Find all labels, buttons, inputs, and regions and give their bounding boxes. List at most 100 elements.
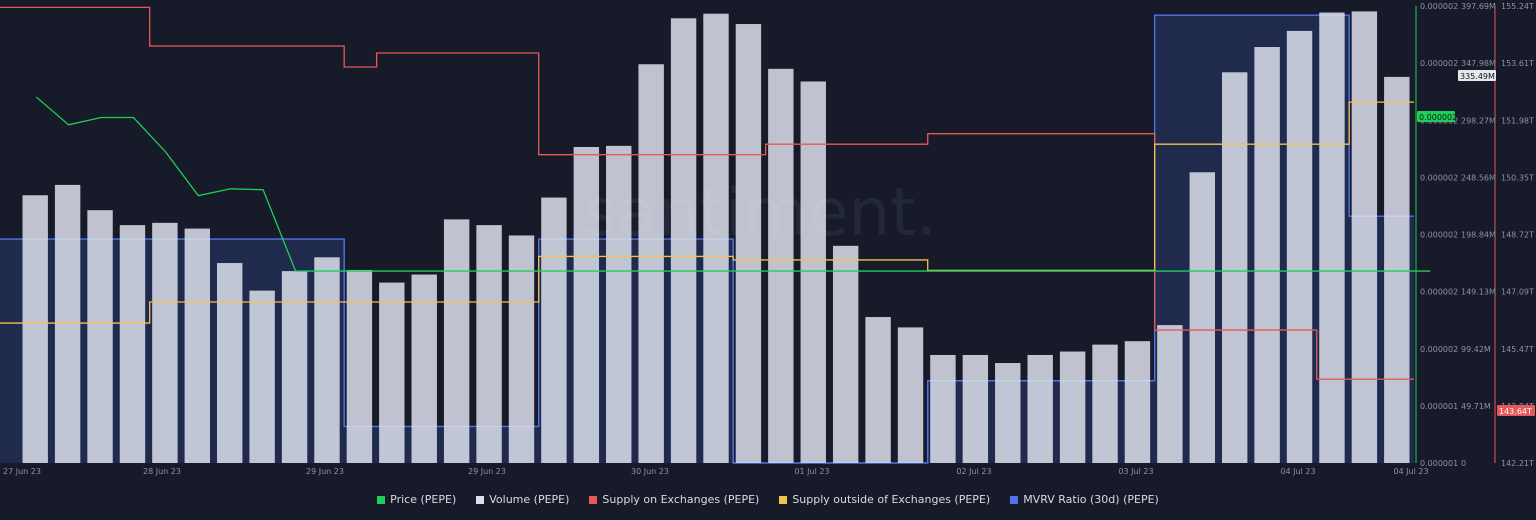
price-tick-label: 0.000002 [1420, 59, 1458, 68]
volume-bar [1027, 354, 1053, 463]
volume-tick-label: 198.84M [1461, 231, 1496, 240]
volume-bar [443, 219, 470, 463]
price-line [35, 96, 1431, 272]
volume-tick-label: 347.98M [1461, 59, 1496, 68]
legend-label-supply-outside-exchanges: Supply outside of Exchanges (PEPE) [792, 493, 991, 506]
x-tick-label: 29 Jun 23 [468, 467, 506, 476]
legend-swatch-mvrv [1010, 495, 1019, 504]
supply-tick-label: 142.21T [1501, 459, 1534, 468]
price-tick-label: 0.000002 [1420, 345, 1458, 354]
volume-bar [800, 81, 826, 464]
volume-bar [1092, 344, 1118, 463]
legend-item-supply-outside-exchanges[interactable]: Supply outside of Exchanges (PEPE) [779, 493, 990, 506]
volume-bar [119, 225, 146, 463]
volume-bar [22, 195, 48, 463]
volume-bar [606, 145, 632, 464]
supply-tick-label: 150.35T [1501, 173, 1534, 182]
supply-outside-exchanges-line [0, 101, 1414, 324]
volume-bar [1059, 351, 1086, 463]
volume-tick-label: 0 [1461, 459, 1466, 468]
supply-tick-label: 153.61T [1501, 59, 1534, 68]
volume-bar [1254, 47, 1280, 464]
volume-bar [962, 354, 989, 463]
volume-bar [314, 257, 340, 463]
volume-bar [541, 197, 567, 463]
volume-bar [832, 245, 859, 463]
volume-bar [1286, 30, 1313, 463]
supply-tick-label: 148.72T [1501, 231, 1534, 240]
chart-svg: santiment.0.000002397.69M155.24T0.000002… [0, 2, 1535, 476]
volume-tick-label: 248.56M [1461, 173, 1496, 182]
x-tick-label: 28 Jun 23 [143, 467, 181, 476]
supply-tick-label: 151.98T [1501, 116, 1534, 125]
supply-current-badge: 143.64T [1499, 407, 1532, 416]
volume-bar [184, 228, 211, 463]
volume-bar [346, 269, 373, 463]
price-tick-label: 0.000001 [1420, 459, 1458, 468]
volume-tick-label: 149.13M [1461, 288, 1496, 297]
price-tick-label: 0.000002 [1420, 231, 1458, 240]
volume-bar [217, 263, 243, 463]
price-current-badge: 0.000002 [1419, 113, 1457, 122]
price-tick-label: 0.000002 [1420, 173, 1458, 182]
volume-bar [1221, 72, 1248, 463]
x-tick-label: 29 Jun 23 [306, 467, 344, 476]
legend-label-volume: Volume (PEPE) [489, 493, 570, 506]
legend-label-price: Price (PEPE) [390, 493, 457, 506]
legend-label-mvrv: MVRV Ratio (30d) (PEPE) [1023, 493, 1159, 506]
volume-bar [1124, 341, 1151, 463]
price-current-badge-bg [1417, 111, 1455, 122]
price-tick-label: 0.000002 [1420, 288, 1458, 297]
volume-bar [1384, 76, 1410, 464]
supply-tick-label: 145.47T [1501, 345, 1534, 354]
supply-tick-label: 147.09T [1501, 288, 1534, 297]
volume-bar [476, 225, 502, 463]
volume-current-badge-bg [1458, 70, 1496, 81]
volume-bar [411, 274, 437, 463]
volume-bar [703, 13, 729, 464]
price-tick-label: 0.000002 [1420, 2, 1458, 11]
volume-bar [897, 327, 924, 463]
volume-bar [930, 354, 956, 463]
volume-bar [281, 271, 308, 463]
legend-item-mvrv[interactable]: MVRV Ratio (30d) (PEPE) [1010, 493, 1159, 506]
volume-tick-label: 397.69M [1461, 2, 1496, 11]
x-tick-label: 27 Jun 23 [3, 467, 41, 476]
legend-item-price[interactable]: Price (PEPE) [377, 493, 456, 506]
legend-label-supply-on-exchanges: Supply on Exchanges (PEPE) [602, 493, 760, 506]
volume-current-badge: 335.49M [1460, 72, 1495, 81]
mvrv-line [0, 14, 1414, 464]
legend-item-supply-on-exchanges[interactable]: Supply on Exchanges (PEPE) [589, 493, 759, 506]
x-tick-label: 30 Jun 23 [631, 467, 669, 476]
volume-bar [1189, 172, 1215, 463]
legend-swatch-supply-outside-exchanges [779, 495, 788, 504]
legend-swatch-volume [476, 495, 485, 504]
volume-bar [768, 68, 794, 464]
volume-bar [379, 282, 405, 463]
legend-item-volume[interactable]: Volume (PEPE) [476, 493, 569, 506]
x-tick-label: 03 Jul 23 [1118, 467, 1153, 476]
volume-tick-label: 99.42M [1461, 345, 1491, 354]
volume-bar [573, 146, 600, 463]
price-tick-label: 0.000001 [1420, 402, 1458, 411]
supply-current-badge-bg [1497, 405, 1535, 416]
legend: Price (PEPE) Volume (PEPE) Supply on Exc… [0, 493, 1536, 506]
volume-bar [1319, 12, 1345, 464]
x-tick-label: 04 Jul 23 [1280, 467, 1315, 476]
legend-swatch-supply-on-exchanges [589, 495, 598, 504]
volume-bar [1351, 11, 1378, 464]
volume-bar [670, 18, 697, 463]
volume-tick-label: 49.71M [1461, 402, 1491, 411]
supply-on-exchanges-line [0, 6, 1414, 380]
volume-bar [249, 290, 275, 463]
volume-bar [735, 24, 762, 464]
volume-bar [638, 64, 664, 463]
supply-tick-label: 155.24T [1501, 2, 1534, 11]
volume-tick-label: 298.27M [1461, 116, 1496, 125]
volume-bar [152, 222, 178, 463]
volume-bar [865, 317, 891, 463]
volume-bar [54, 184, 81, 463]
volume-bar [87, 210, 113, 463]
legend-swatch-price [377, 495, 386, 504]
